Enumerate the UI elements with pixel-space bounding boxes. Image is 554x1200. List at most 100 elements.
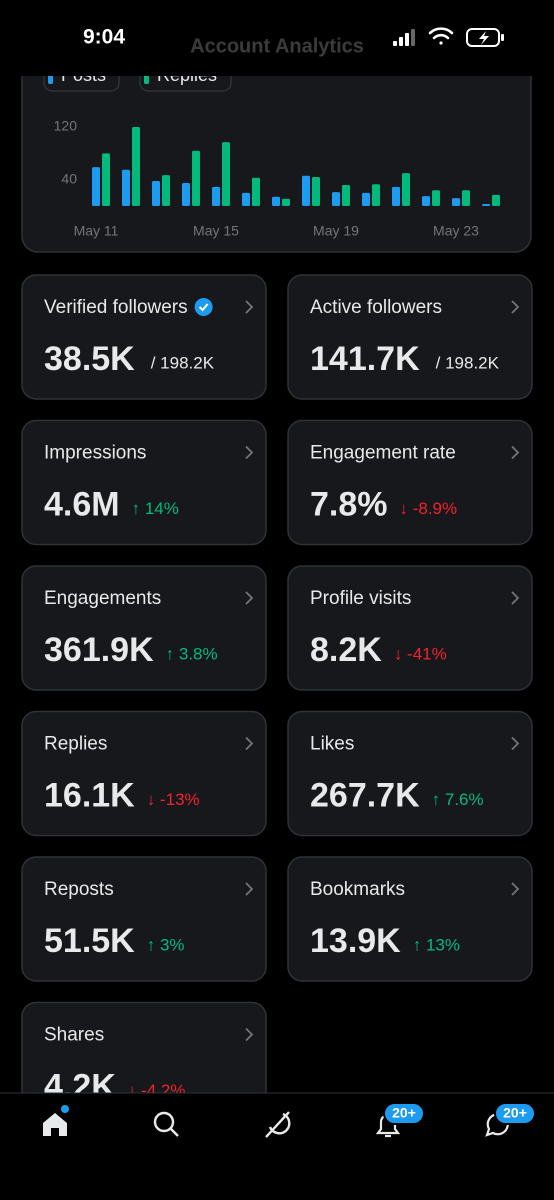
metric-card[interactable]: Reposts 51.5K ↑ 3% <box>21 856 267 982</box>
metric-value: 51.5K <box>44 922 135 960</box>
chevron <box>245 882 254 896</box>
verified-badge <box>194 298 213 316</box>
bar <box>432 190 440 206</box>
metric-card[interactable]: Active followers 141.7K / 198.2K <box>287 274 533 400</box>
x-tick-label: May 15 <box>193 223 239 239</box>
metric-card[interactable]: Replies 16.1K ↓ -13% <box>21 710 267 837</box>
metric-card[interactable]: Verified followers 38.5K / 198.2K <box>21 274 267 400</box>
battery-icon <box>466 28 504 47</box>
home-tab[interactable] <box>43 1113 67 1136</box>
card-frame <box>287 274 533 400</box>
metric-total: / 198.2K <box>151 353 215 372</box>
notifications-badge-bg <box>383 1102 425 1125</box>
notifications-badge: 20+ <box>392 1105 416 1121</box>
chevron <box>245 1027 254 1042</box>
bar <box>452 198 460 206</box>
card-frame <box>287 419 533 546</box>
bar <box>182 182 190 206</box>
x-tick-label: May 23 <box>433 223 479 239</box>
x-tick-label: May 11 <box>74 223 119 239</box>
metric-label: Likes <box>310 734 354 755</box>
metric-change: ↑ 14% <box>132 499 179 518</box>
bar <box>242 192 250 206</box>
search-tab[interactable] <box>153 1111 179 1137</box>
top-bar: Account Analytics 9:04 <box>0 0 554 76</box>
bar <box>162 175 170 206</box>
bar <box>482 204 490 206</box>
y-tick-label: 120 <box>54 118 78 134</box>
bar <box>272 196 280 206</box>
metric-card[interactable]: Impressions 4.6M ↑ 14% <box>21 419 267 546</box>
bar <box>302 175 310 206</box>
metric-label: Replies <box>44 734 107 755</box>
metric-card[interactable]: Likes 267.7K ↑ 7.6% <box>287 710 533 837</box>
metric-value: 141.7K <box>310 340 420 378</box>
metric-label: Impressions <box>44 443 146 464</box>
metric-value: 267.7K <box>310 776 420 814</box>
chevron <box>511 445 520 460</box>
grok-tab[interactable] <box>265 1111 291 1138</box>
metric-total: / 198.2K <box>436 353 500 372</box>
metric-card[interactable]: Bookmarks 13.9K ↑ 13% <box>287 856 533 982</box>
card-frame <box>21 710 267 837</box>
messages-badge: 20+ <box>503 1105 527 1121</box>
top-bar-bg <box>0 0 554 76</box>
messages-badge-bg <box>494 1102 536 1125</box>
metric-value: 8.2K <box>310 631 382 669</box>
metric-value: 38.5K <box>44 340 135 378</box>
card-frame <box>21 856 267 982</box>
card-frame <box>287 710 533 837</box>
status-time: 9:04 <box>83 26 125 49</box>
bar <box>132 127 140 206</box>
metric-change: ↑ 3.8% <box>166 644 218 663</box>
metric-change: ↑ 3% <box>147 935 185 954</box>
chevron <box>245 445 254 460</box>
bar <box>282 198 290 206</box>
metric-label: Verified followers <box>44 297 188 318</box>
bar <box>222 142 230 206</box>
metric-change: ↓ -41% <box>394 644 447 663</box>
bar <box>462 190 470 206</box>
metric-label: Engagement rate <box>310 443 456 464</box>
card-frame <box>287 565 533 691</box>
chevron <box>511 736 520 751</box>
bar <box>92 167 100 206</box>
bar <box>152 180 160 206</box>
metric-value: 361.9K <box>44 631 154 669</box>
chevron <box>245 300 254 314</box>
bar <box>252 177 260 206</box>
metric-change: ↓ -8.9% <box>400 499 458 518</box>
wifi-icon <box>428 27 454 45</box>
card-frame <box>21 565 267 691</box>
bar <box>372 184 380 206</box>
metric-value: 4.6M <box>44 485 120 523</box>
metric-label: Engagements <box>44 588 161 609</box>
metric-label: Shares <box>44 1025 104 1046</box>
metric-card[interactable]: Engagement rate 7.8% ↓ -8.9% <box>287 419 533 546</box>
verified-check <box>198 303 209 312</box>
metric-value: 16.1K <box>44 776 135 814</box>
chevron <box>511 882 520 896</box>
bar <box>332 192 340 206</box>
card-frame <box>21 419 267 546</box>
metric-value: 7.8% <box>310 485 388 523</box>
metric-card[interactable]: Engagements 361.9K ↑ 3.8% <box>21 565 267 691</box>
bar <box>212 186 220 206</box>
metric-change: ↓ -13% <box>147 790 200 809</box>
header-title: Account Analytics <box>190 35 364 57</box>
x-tick-label: May 19 <box>313 223 359 239</box>
bar <box>312 177 320 206</box>
signal-icon <box>393 29 415 46</box>
metric-card[interactable]: Profile visits 8.2K ↓ -41% <box>287 565 533 691</box>
metric-change: ↑ 13% <box>413 935 460 954</box>
metric-label: Profile visits <box>310 588 411 609</box>
home-dot <box>61 1105 69 1113</box>
metric-value: 13.9K <box>310 922 401 960</box>
card-frame <box>287 856 533 982</box>
metric-change: ↑ 7.6% <box>432 790 484 809</box>
tab-bar-bg <box>0 1093 554 1200</box>
bar <box>362 192 370 206</box>
tab-bar: 20+ 20+ <box>0 1092 554 1200</box>
